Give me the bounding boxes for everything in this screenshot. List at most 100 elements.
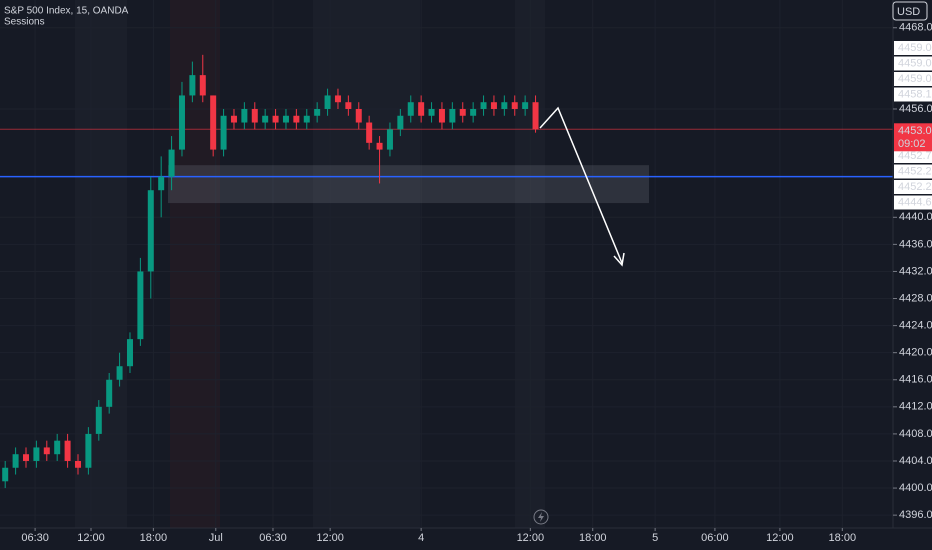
zone <box>168 165 649 204</box>
y-tick-label: 4400.0 <box>899 482 932 494</box>
price-label: 4452.7 <box>898 150 932 162</box>
candle-body <box>355 108 362 123</box>
candle-body <box>158 176 165 191</box>
x-tick-label: 12:00 <box>517 532 545 544</box>
price-label-box <box>894 72 932 86</box>
x-tick-label: 18:00 <box>829 532 857 544</box>
candle-body <box>95 406 102 434</box>
last-price-label: 4453.0 <box>898 125 932 137</box>
candle-body <box>449 108 456 123</box>
price-label: 4459.0 <box>898 57 932 69</box>
price-label: 4452.2 <box>898 181 932 193</box>
candles <box>2 54 539 489</box>
price-label-box <box>894 149 932 163</box>
candle-body <box>22 454 29 461</box>
candle-body <box>376 142 383 150</box>
candle-body <box>490 102 497 109</box>
y-tick-label: 4396.0 <box>899 509 932 521</box>
price-label-box <box>894 195 932 210</box>
y-tick-label: 4468.0 <box>899 22 932 34</box>
candle-body <box>438 108 445 123</box>
candle-body <box>147 190 154 272</box>
candle-body <box>168 149 175 177</box>
price-label: 4459.0 <box>898 42 932 54</box>
x-tick-label: 12:00 <box>316 532 344 544</box>
candle-body <box>33 447 40 461</box>
drawn-arrow <box>539 106 623 264</box>
overlay <box>0 128 893 204</box>
chart-subtitle: Sessions <box>4 17 45 28</box>
candle-body <box>428 108 435 116</box>
candle-body <box>230 115 237 123</box>
candle-body <box>74 460 81 468</box>
y-tick-label: 4424.0 <box>899 320 932 332</box>
session-band <box>75 0 127 528</box>
candle-body <box>397 115 404 130</box>
session-band <box>313 0 420 528</box>
candle-body <box>116 366 123 380</box>
candle-body <box>241 108 248 123</box>
candle-body <box>178 95 185 150</box>
y-tick-label: 4408.0 <box>899 428 932 440</box>
candle-body <box>522 102 529 109</box>
currency-box[interactable] <box>892 1 928 21</box>
x-tick-label: 06:00 <box>701 532 729 544</box>
candle-body <box>501 102 508 109</box>
candle-body <box>85 433 92 468</box>
candle-body <box>262 115 269 123</box>
candle-body <box>210 95 217 150</box>
candle-body <box>470 108 477 116</box>
candle-body <box>532 102 539 130</box>
y-tick-label: 4436.0 <box>899 238 932 250</box>
y-tick-label: 4440.0 <box>899 211 932 223</box>
x-tick-label: 06:30 <box>259 532 287 544</box>
candle-body <box>418 102 425 116</box>
candle-body <box>459 108 466 116</box>
candle-body <box>43 447 50 455</box>
candle-body <box>366 122 373 143</box>
y-tick-label: 4428.0 <box>899 292 932 304</box>
candle-body <box>220 115 227 150</box>
candle-body <box>282 115 289 123</box>
candle-body <box>137 271 144 340</box>
candle-body <box>272 115 279 123</box>
y-tick-label: 4412.0 <box>899 401 932 413</box>
candle-body <box>251 108 258 123</box>
candle-body <box>480 102 487 109</box>
x-tick-label: 12:00 <box>766 532 794 544</box>
arrow-head <box>613 252 625 267</box>
x-tick-label: 06:30 <box>21 532 49 544</box>
candle-body <box>189 75 196 96</box>
price-label: 4459.0 <box>898 73 932 85</box>
y-tick-label: 4416.0 <box>899 374 932 386</box>
price-label-box <box>894 41 932 55</box>
candle-body <box>12 454 19 468</box>
candle-body <box>303 115 310 123</box>
axes: 4468.0 4456.0 4440.0 4436.0 4432.0 4428.0 4424… <box>21 22 932 544</box>
candle-body <box>54 440 61 455</box>
currency[interactable]: USD <box>897 6 920 18</box>
x-tick-label: 5 <box>652 532 658 544</box>
price-label: 4444.6 <box>898 196 932 208</box>
alert-icon[interactable] <box>533 509 549 525</box>
candle-body <box>324 95 331 109</box>
price-label: 4452.2 <box>898 165 932 177</box>
candle-body <box>199 75 206 96</box>
candle-body <box>2 467 9 482</box>
candle-body <box>293 115 300 123</box>
candle-body <box>345 102 352 109</box>
x-tick-label: Jul <box>209 532 223 544</box>
price-label-box <box>894 164 932 179</box>
price-label: 4458.1 <box>898 88 932 100</box>
countdown: 09:02 <box>898 138 926 150</box>
price-label-box <box>894 87 932 102</box>
x-tick-label: 12:00 <box>77 532 105 544</box>
chart-title: S&P 500 Index, 15, OANDA <box>4 6 129 17</box>
candle-body <box>64 440 71 461</box>
y-tick-label: 4404.0 <box>899 455 932 467</box>
last-price-box <box>894 123 932 152</box>
candle-body <box>386 129 393 150</box>
x-tick-label: 4 <box>418 532 424 544</box>
